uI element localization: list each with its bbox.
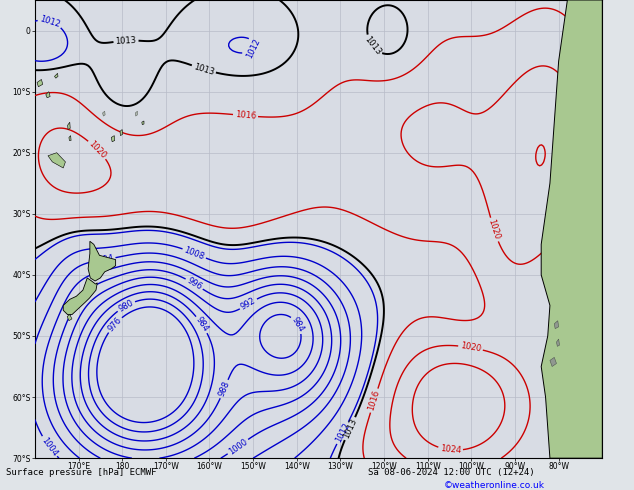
Polygon shape [554,321,559,329]
Polygon shape [48,153,65,168]
Text: 976: 976 [106,316,124,334]
Polygon shape [88,241,115,281]
Text: 988: 988 [217,380,231,398]
Text: 1020: 1020 [460,342,482,354]
Text: 1013: 1013 [363,35,383,57]
Polygon shape [67,315,72,321]
Text: 996: 996 [185,276,204,292]
Polygon shape [68,122,70,129]
Polygon shape [550,357,557,367]
Text: 1016: 1016 [562,283,579,306]
Text: 1020: 1020 [87,139,108,160]
Polygon shape [142,121,144,124]
Text: 1013: 1013 [192,62,215,76]
Polygon shape [55,74,58,78]
Text: 1000: 1000 [227,437,249,456]
Text: Surface pressure [hPa] ECMWF: Surface pressure [hPa] ECMWF [6,468,157,477]
Text: 980: 980 [117,298,135,314]
Text: 1012: 1012 [333,421,351,444]
Text: 1013: 1013 [342,417,358,440]
Text: 1012: 1012 [245,37,262,60]
Polygon shape [37,79,42,87]
Polygon shape [135,111,138,116]
Text: 1013: 1013 [115,36,137,46]
Text: 984: 984 [194,316,210,334]
Text: 1012: 1012 [39,14,61,29]
Text: 1024: 1024 [439,444,462,455]
Text: ©weatheronline.co.uk: ©weatheronline.co.uk [444,481,545,490]
Polygon shape [69,136,71,141]
Text: 1004: 1004 [92,254,114,266]
Text: 992: 992 [239,296,257,312]
Text: 1008: 1008 [183,245,206,261]
Polygon shape [541,0,602,458]
Polygon shape [46,92,50,98]
Polygon shape [120,129,122,136]
Polygon shape [103,111,105,116]
Polygon shape [63,278,97,315]
Text: 1016: 1016 [367,389,382,412]
Text: 1016: 1016 [235,110,256,121]
Polygon shape [111,136,115,142]
Text: 1020: 1020 [487,219,501,241]
Text: Sa 08-06-2024 12:00 UTC (12+24): Sa 08-06-2024 12:00 UTC (12+24) [368,468,534,477]
Text: 984: 984 [290,316,306,334]
Text: 1004: 1004 [39,436,59,458]
Polygon shape [557,339,560,346]
